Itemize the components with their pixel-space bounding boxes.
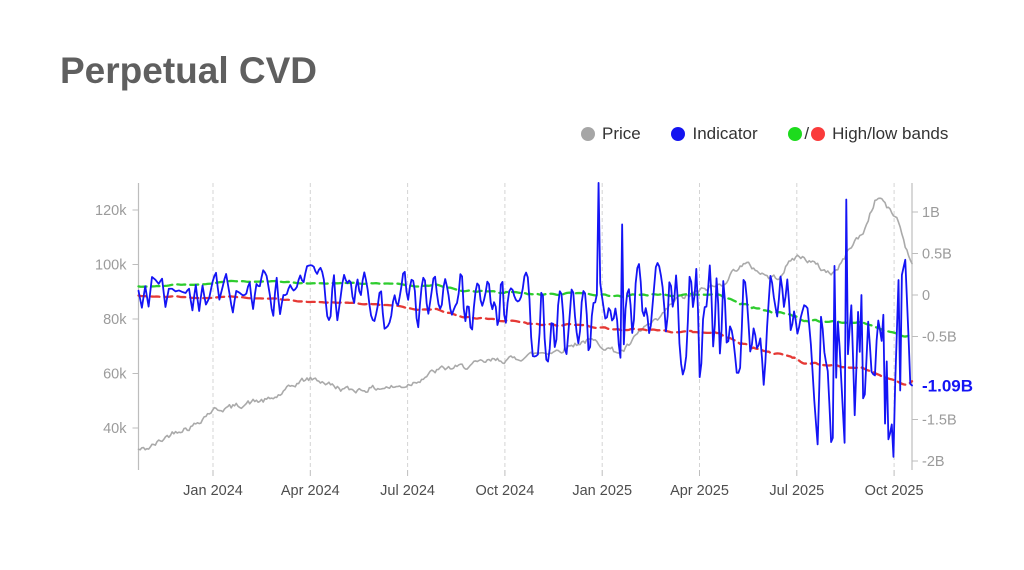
svg-text:1B: 1B: [922, 205, 940, 221]
svg-text:120k: 120k: [95, 203, 127, 219]
svg-text:0: 0: [922, 288, 930, 304]
svg-text:80k: 80k: [103, 312, 127, 328]
svg-text:Apr 2025: Apr 2025: [670, 483, 729, 499]
svg-text:-1.09B: -1.09B: [922, 376, 973, 395]
svg-text:-1.5B: -1.5B: [922, 413, 957, 429]
svg-text:-2B: -2B: [922, 454, 945, 470]
svg-text:Jan 2024: Jan 2024: [183, 483, 243, 499]
svg-text:0.5B: 0.5B: [922, 247, 952, 263]
svg-text:40k: 40k: [103, 421, 127, 437]
svg-text:Oct 2024: Oct 2024: [475, 483, 534, 499]
svg-text:60k: 60k: [103, 367, 127, 383]
svg-text:100k: 100k: [95, 258, 127, 274]
svg-text:Jul 2024: Jul 2024: [380, 483, 435, 499]
svg-text:Oct 2025: Oct 2025: [865, 483, 924, 499]
svg-text:Jan 2025: Jan 2025: [572, 483, 632, 499]
svg-text:-0.5B: -0.5B: [922, 330, 957, 346]
svg-text:Jul 2025: Jul 2025: [769, 483, 824, 499]
svg-text:Apr 2024: Apr 2024: [281, 483, 340, 499]
